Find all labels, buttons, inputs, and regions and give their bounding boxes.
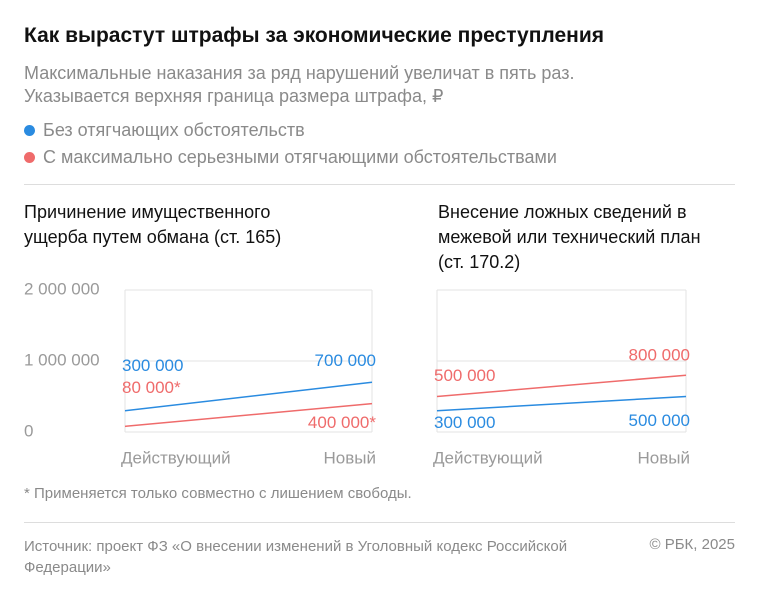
title: Как вырастут штрафы за экономические пре… [24, 24, 605, 47]
value-label: 500 000 [629, 411, 690, 430]
legend-label: Без отягчающих обстоятельств [43, 120, 305, 140]
y-tick-label: 2 000 000 [24, 279, 100, 298]
x-tick-label: Новый [324, 448, 376, 467]
x-tick-label: Действующий [433, 448, 543, 467]
y-tick-label: 1 000 000 [24, 350, 100, 369]
value-label: 300 000 [434, 413, 495, 432]
x-tick-label: Действующий [121, 448, 231, 467]
series-line [436, 374, 687, 398]
y-tick-label: 0 [24, 421, 33, 440]
value-label: 700 000 [315, 351, 376, 370]
legend-entry: С максимально серьезными отягчающими обс… [24, 147, 557, 168]
x-tick-label: Новый [638, 448, 690, 467]
value-label: 800 000 [629, 346, 690, 365]
series-line [124, 402, 373, 428]
legend-label: С максимально серьезными отягчающими обс… [43, 147, 557, 167]
source: Источник: проект ФЗ «О внесении изменени… [24, 538, 568, 576]
series-line [436, 395, 687, 412]
legend-dot [24, 125, 35, 136]
subtitle: Максимальные наказания за ряд нарушений … [24, 63, 575, 106]
value-label: 300 000 [122, 356, 183, 375]
panel-title: Внесение ложных сведений в межевой или т… [438, 202, 701, 272]
value-label: 400 000* [308, 413, 376, 432]
footnote: * Применяется только совместно с лишение… [24, 485, 412, 502]
legend-dot [24, 152, 35, 163]
separator [24, 522, 735, 523]
panel-title: Причинение имущественного ущерба путем о… [24, 202, 282, 247]
legend-entry: Без отягчающих обстоятельств [24, 120, 305, 141]
value-label: 80 000* [122, 378, 181, 397]
copyright: © РБК, 2025 [649, 536, 735, 553]
separator [24, 184, 735, 185]
value-label: 500 000 [434, 366, 495, 385]
series-line [124, 381, 373, 412]
